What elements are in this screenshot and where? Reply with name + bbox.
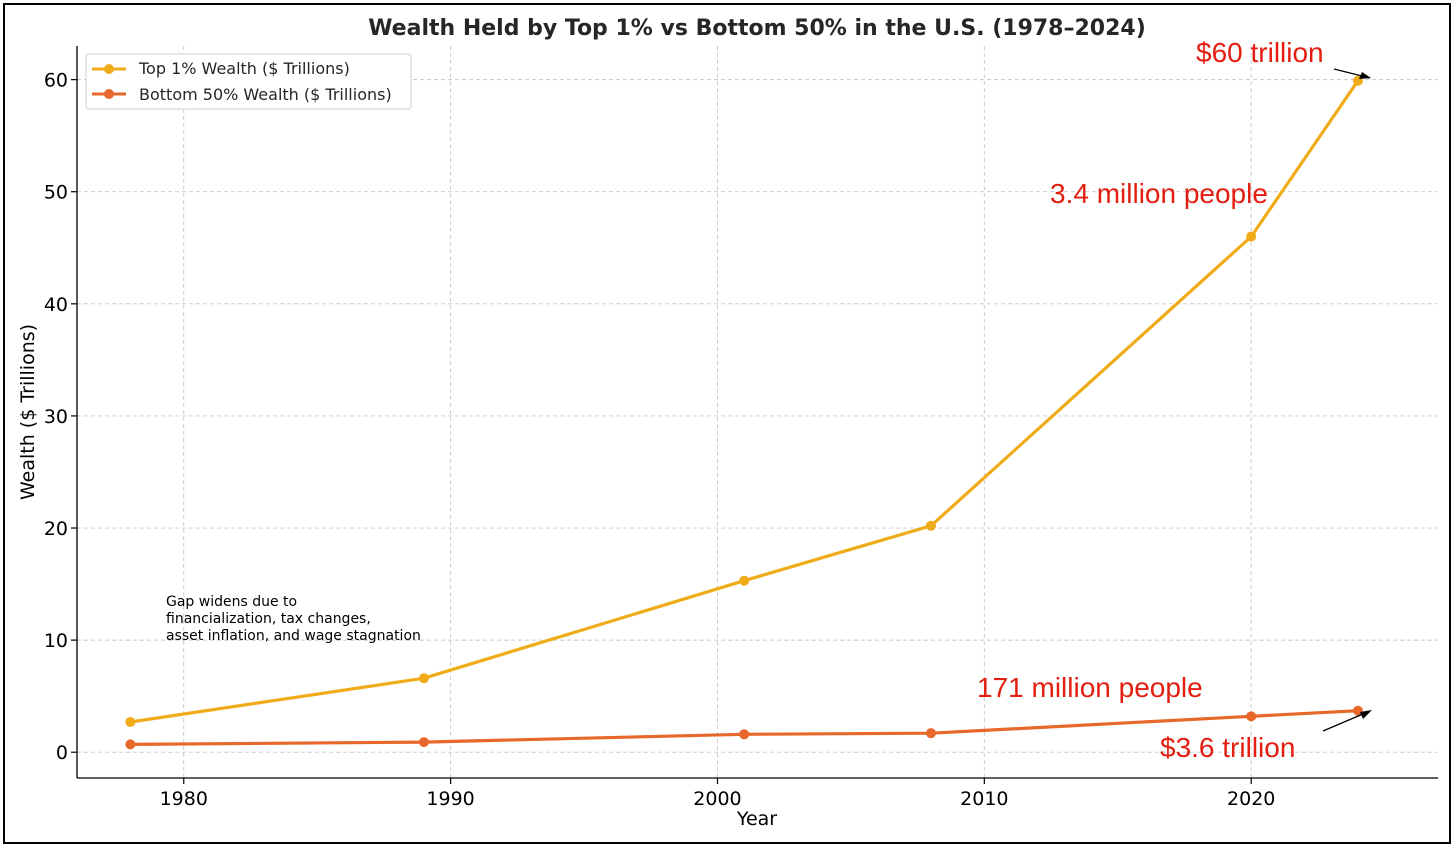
axes (76, 46, 1438, 779)
series-line-bottom50 (128, 709, 1360, 747)
series-line-top1 (128, 79, 1360, 724)
data-point-bottom50 (1352, 705, 1363, 716)
note-line-2: financialization, tax changes, (166, 611, 371, 627)
data-point-bottom50 (125, 739, 136, 750)
x-axis-title: Year (736, 808, 777, 830)
note-annotation: Gap widens due to financialization, tax … (166, 594, 421, 644)
legend-marker-top1 (104, 64, 114, 74)
arrow-head-top (1359, 72, 1371, 79)
x-tick-label: 2010 (960, 788, 1008, 810)
legend-label-bottom50: Bottom 50% Wealth ($ Trillions) (139, 85, 392, 104)
data-point-bottom50 (1246, 711, 1257, 722)
annotation-arrow-top (1333, 68, 1371, 79)
x-tick-label: 1980 (160, 788, 208, 810)
x-tick-label: 1990 (426, 788, 474, 810)
data-point-top1 (925, 520, 936, 531)
chart-title: Wealth Held by Top 1% vs Bottom 50% in t… (368, 16, 1146, 41)
arrow-head-bottom (1360, 710, 1372, 719)
series (125, 75, 1363, 750)
data-point-top1 (1246, 231, 1257, 242)
y-tick-label: 60 (44, 70, 68, 92)
ticks: 1980 1990 2000 2010 2020 0 10 20 30 40 50 60 (44, 70, 1276, 810)
data-point-top1 (739, 575, 750, 586)
annotation-top-people: 3.4 million people (1050, 178, 1268, 209)
y-tick-label: 10 (44, 630, 68, 652)
y-axis-title: Wealth ($ Trillions) (17, 324, 39, 500)
note-line-1: Gap widens due to (166, 594, 297, 610)
data-point-top1 (125, 716, 136, 727)
legend: Top 1% Wealth ($ Trillions) Bottom 50% W… (85, 53, 412, 110)
legend-label-top1: Top 1% Wealth ($ Trillions) (138, 59, 350, 78)
legend-box (85, 53, 412, 110)
y-tick-label: 20 (44, 518, 68, 540)
note-line-3: asset inflation, and wage stagnation (166, 628, 421, 644)
annotation-arrow-bottom (1322, 710, 1372, 732)
annotation-bottom-people: 171 million people (977, 672, 1203, 703)
y-tick-label: 40 (44, 294, 68, 316)
annotation-top-value: $60 trillion (1196, 37, 1324, 68)
data-point-bottom50 (418, 737, 429, 748)
x-tick-label: 2020 (1227, 788, 1275, 810)
x-tick-label: 2000 (693, 788, 741, 810)
grid (77, 46, 1438, 778)
y-tick-label: 30 (44, 406, 68, 428)
y-tick-label: 50 (44, 182, 68, 204)
y-tick-label: 0 (56, 742, 68, 764)
annotation-bottom-value: $3.6 trillion (1160, 732, 1295, 763)
data-point-bottom50 (739, 729, 750, 740)
legend-marker-bottom50 (104, 89, 114, 99)
data-point-bottom50 (925, 728, 936, 739)
data-point-top1 (418, 673, 429, 684)
